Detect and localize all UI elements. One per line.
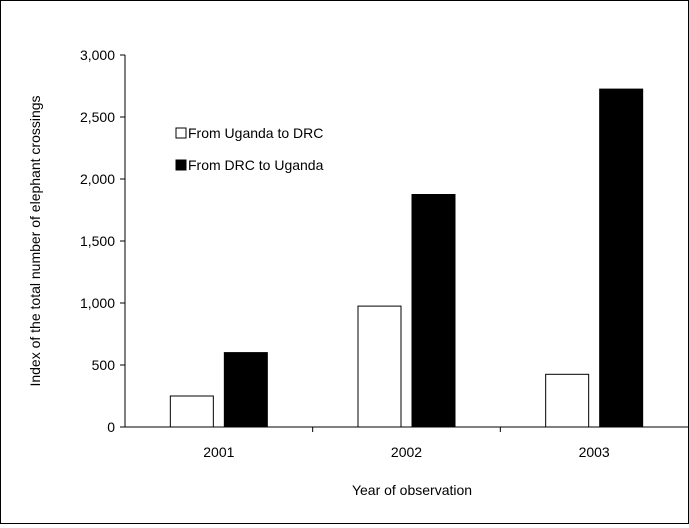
bar-uganda-to-drc-2003 [545, 373, 590, 428]
y-tick-label: 0 [107, 419, 115, 435]
bar-uganda-to-drc-2001 [169, 395, 214, 428]
bar-uganda-to-drc-2002 [357, 305, 402, 428]
bar-drc-to-uganda-2001 [223, 352, 268, 428]
y-tick-label: 500 [92, 357, 116, 373]
x-axis-ticks: 2001 2002 2003 [203, 427, 610, 460]
legend-swatch-drc-to-uganda [175, 159, 187, 171]
y-tick-label: 3,000 [80, 47, 115, 63]
y-tick-label: 2,000 [80, 171, 115, 187]
y-axis-title: Index of the total number of elephant cr… [27, 95, 43, 386]
bar-drc-to-uganda-2003 [599, 88, 644, 428]
x-tick-label: 2002 [391, 444, 422, 460]
legend: From Uganda to DRC From DRC to Uganda [175, 125, 324, 173]
legend-swatch-uganda-to-drc [175, 127, 187, 139]
legend-label-uganda-to-drc: From Uganda to DRC [188, 125, 323, 141]
x-axis-title: Year of observation [352, 482, 472, 498]
y-tick-label: 2,500 [80, 109, 115, 125]
y-tick-label: 1,000 [80, 295, 115, 311]
y-axis-ticks: 0 500 1,000 1,500 2,000 2,500 3,000 [80, 47, 125, 435]
x-tick-label: 2001 [203, 444, 234, 460]
bar-drc-to-uganda-2002 [411, 194, 456, 428]
x-tick-label: 2003 [579, 444, 610, 460]
legend-label-drc-to-uganda: From DRC to Uganda [188, 157, 324, 173]
bars [169, 88, 644, 428]
y-tick-label: 1,500 [80, 233, 115, 249]
